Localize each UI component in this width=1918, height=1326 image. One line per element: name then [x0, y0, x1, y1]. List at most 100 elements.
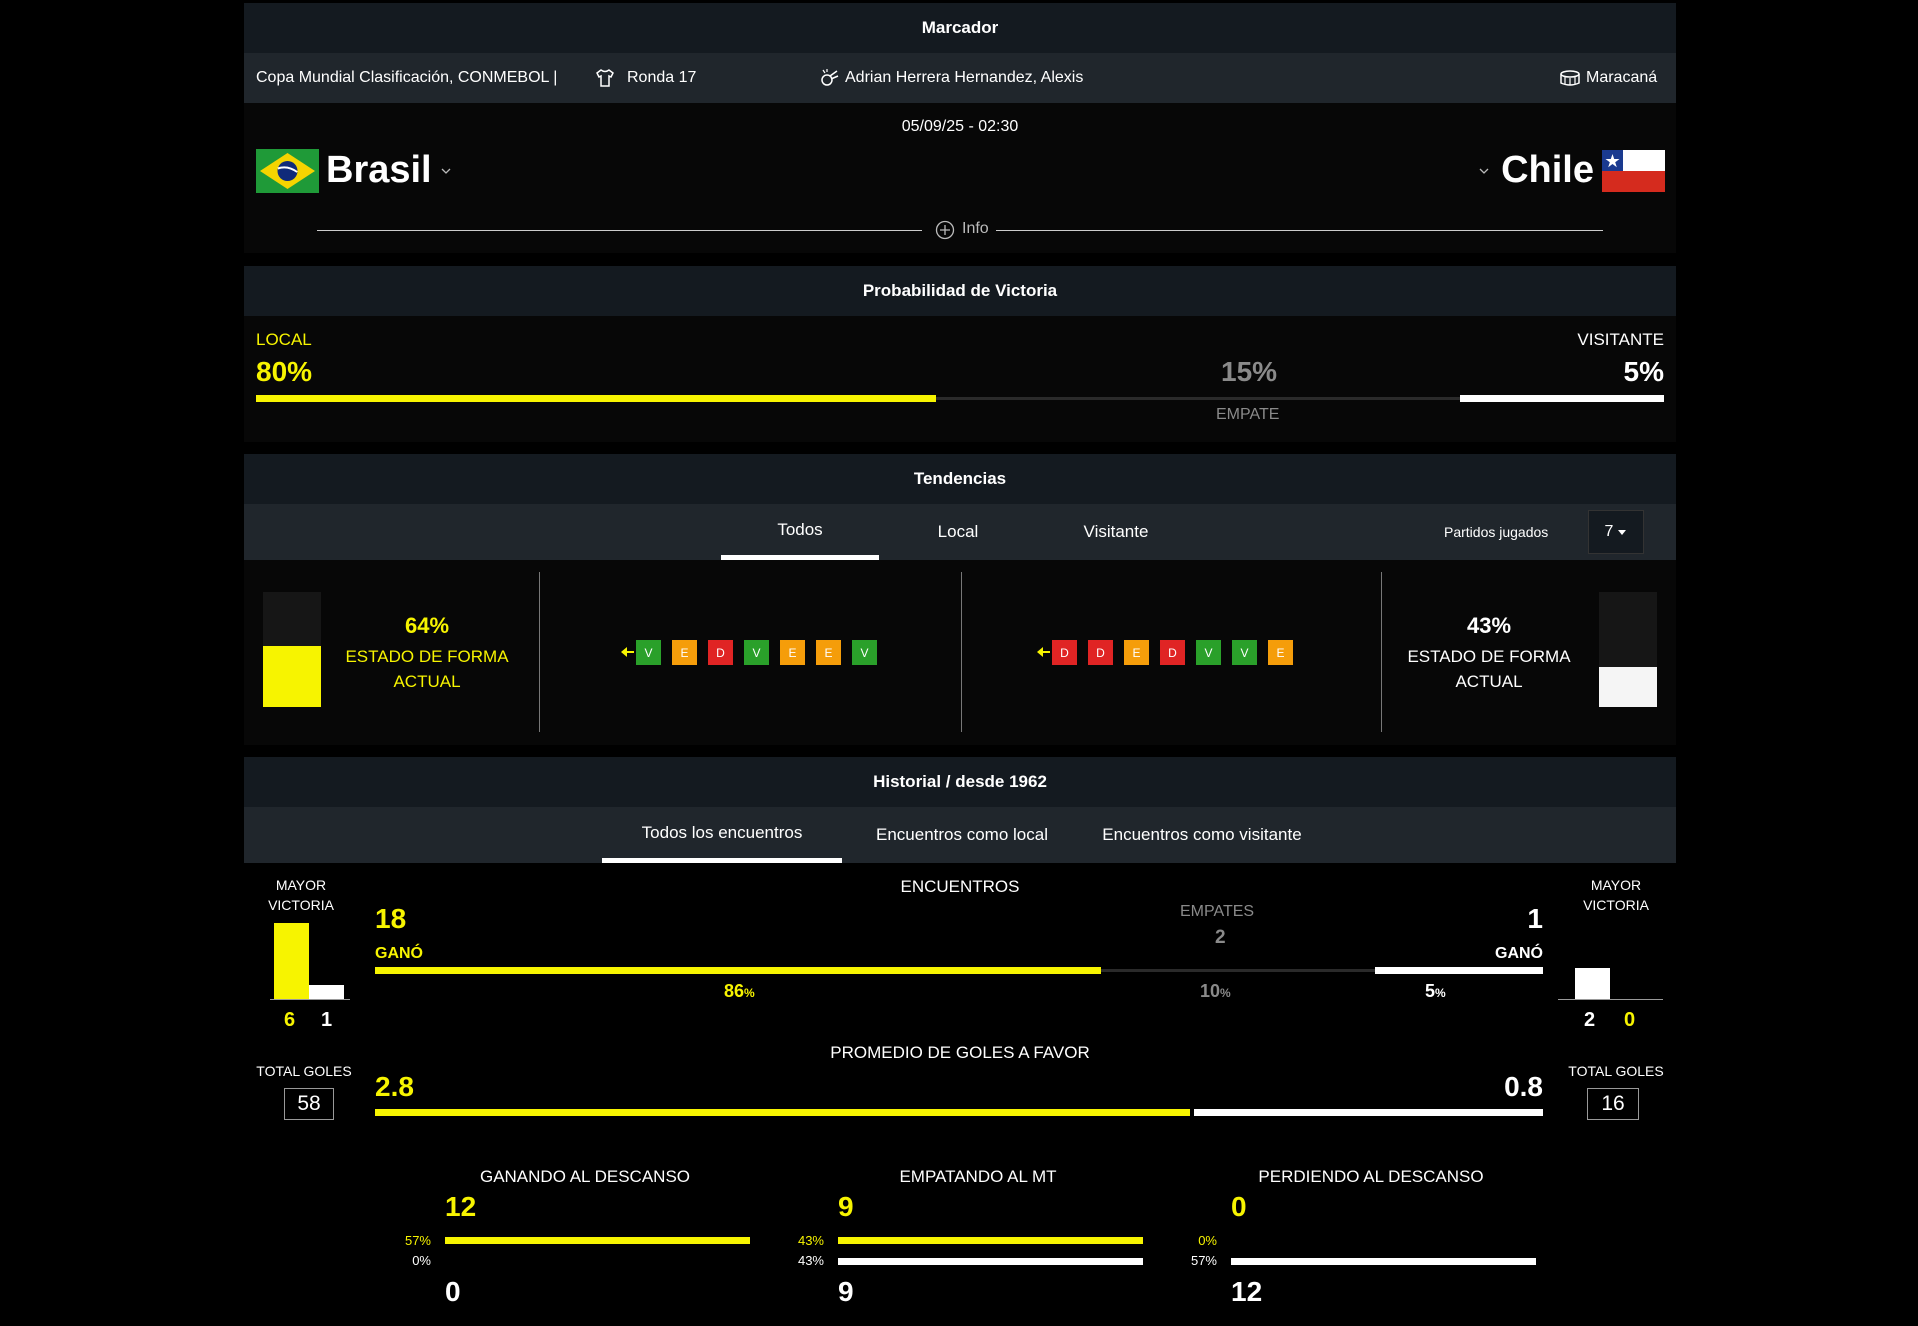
result-badge: E: [816, 640, 841, 665]
tab-visitante[interactable]: Visitante: [1083, 522, 1149, 541]
whistle-icon: [818, 67, 840, 94]
result-badge: E: [1124, 640, 1149, 665]
draw-label: EMPATE: [1216, 406, 1280, 423]
halftime-home-value: 9: [838, 1191, 854, 1222]
away-form-value: 43%: [1466, 613, 1512, 638]
home-mayor-bar-conceded: [309, 985, 344, 1000]
teams-panel: 05/09/25 - 02:30 Brasil Chile: [244, 103, 1676, 253]
stadium-icon: [1559, 67, 1581, 94]
result-badge: V: [636, 640, 661, 665]
tab-all-matches[interactable]: Todos los encuentros: [602, 807, 842, 863]
probability-title: Probabilidad de Victoria: [244, 266, 1676, 316]
result-badge: D: [1160, 640, 1185, 665]
away-mayor-goals: 2: [1584, 1009, 1596, 1031]
away-form-bar: [1599, 667, 1657, 707]
arrow-left-icon: [1036, 645, 1050, 664]
halftime-home-bar: [838, 1237, 1143, 1244]
home-team-name[interactable]: Brasil: [326, 149, 432, 191]
halftime-home-pct: 43%: [797, 1233, 824, 1248]
result-badge: D: [1052, 640, 1077, 665]
home-wins-bar: [375, 967, 1101, 974]
home-mayor-conceded: 1: [321, 1009, 333, 1031]
away-label: VISITANTE: [1577, 330, 1664, 349]
away-total-goals-label: TOTAL GOLES: [1568, 1063, 1664, 1079]
result-badge: V: [1196, 640, 1221, 665]
result-badge: V: [852, 640, 877, 665]
result-badge: D: [1088, 640, 1113, 665]
halftime-home-bar: [445, 1237, 750, 1244]
chile-flag-icon: [1602, 150, 1665, 197]
away-win-prob: 5%: [1623, 356, 1664, 387]
match-info-strip: Copa Mundial Clasificación, CONMEBOL | R…: [244, 53, 1676, 103]
result-badge: E: [672, 640, 697, 665]
arrow-left-icon: [620, 645, 634, 664]
chevron-down-icon[interactable]: [1478, 163, 1490, 181]
result-badge: D: [708, 640, 733, 665]
tab-home-matches[interactable]: Encuentros como local: [876, 825, 1048, 844]
history-tabs: Todos los encuentros Encuentros como loc…: [244, 807, 1676, 863]
tab-todos[interactable]: Todos: [721, 504, 879, 560]
away-prob-bar: [1460, 395, 1664, 402]
matches-played-value: 7: [1604, 523, 1614, 540]
halftime-home-value: 12: [445, 1191, 477, 1222]
info-link[interactable]: Info: [962, 220, 989, 237]
history-panel: MAYOR VICTORIA 6 1 ENCUENTROS 18 GANÓ EM…: [244, 863, 1676, 1326]
halftime-away-pct: 0%: [412, 1253, 431, 1268]
home-total-goals: 58: [284, 1088, 334, 1120]
round-label: Ronda 17: [627, 69, 697, 86]
home-won-label: GANÓ: [375, 945, 423, 962]
halftime-label: GANANDO AL DESCANSO: [479, 1167, 691, 1186]
brazil-flag-icon: [256, 149, 319, 198]
home-avg-bar: [375, 1109, 1190, 1116]
away-won-label: GANÓ: [1495, 945, 1543, 962]
home-label: LOCAL: [256, 330, 312, 349]
divider-line: [1381, 572, 1382, 732]
plus-circle-icon[interactable]: [935, 220, 955, 245]
home-mayor-bar-goals: [274, 923, 309, 1000]
matches-played-select[interactable]: 7: [1588, 510, 1644, 554]
home-form-bar: [263, 646, 321, 707]
empates-label: EMPATES: [1180, 903, 1255, 920]
result-badge: E: [780, 640, 805, 665]
home-win-prob: 80%: [256, 356, 313, 387]
halftime-away-bar: [838, 1258, 1143, 1265]
home-avg-goals: 2.8: [375, 1071, 414, 1102]
tab-local[interactable]: Local: [937, 522, 979, 541]
divider-line: [961, 572, 962, 732]
halftime-away-bar: [1231, 1258, 1536, 1265]
trends-title: Tendencias: [244, 454, 1676, 504]
draws-pct: 10%: [1200, 981, 1231, 1001]
halftime-away-value: 9: [838, 1276, 854, 1307]
home-wins: 18: [375, 903, 407, 934]
probability-track: [256, 397, 1664, 400]
promedio-label: PROMEDIO DE GOLES A FAVOR: [830, 1043, 1090, 1062]
history-title: Historial / desde 1962: [244, 757, 1676, 807]
away-wins-bar: [1375, 967, 1543, 974]
halftime-away-value: 12: [1231, 1276, 1263, 1307]
trends-tabs: Todos Local Visitante Partidos jugados 7: [244, 504, 1676, 560]
halftime-label: PERDIENDO AL DESCANSO: [1258, 1167, 1484, 1186]
probability-panel: LOCAL 80% 15% EMPATE VISITANTE 5%: [244, 316, 1676, 442]
home-prob-bar: [256, 395, 936, 402]
halftime-away-pct: 43%: [797, 1253, 824, 1268]
away-total-goals: 16: [1587, 1088, 1639, 1120]
result-badge: V: [1232, 640, 1257, 665]
draws-count: 2: [1215, 927, 1226, 948]
away-avg-bar: [1194, 1109, 1543, 1116]
away-mayor-bar-goals: [1575, 968, 1610, 1000]
away-mayor-victoria-label: MAYOR VICTORIA: [1583, 877, 1649, 913]
baseline: [270, 999, 350, 1000]
home-mayor-goals: 6: [284, 1009, 296, 1031]
marcador-title: Marcador: [244, 3, 1676, 53]
encuentros-label: ENCUENTROS: [900, 877, 1020, 896]
baseline: [1558, 999, 1663, 1000]
tab-away-matches[interactable]: Encuentros como visitante: [1102, 825, 1302, 844]
away-team-name[interactable]: Chile: [1501, 149, 1594, 191]
caret-down-icon: [1617, 523, 1627, 541]
halftime-home-pct: 57%: [404, 1233, 431, 1248]
home-total-goals-label: TOTAL GOLES: [256, 1063, 352, 1079]
result-badge: V: [744, 640, 769, 665]
chevron-down-icon[interactable]: [440, 163, 452, 181]
home-mayor-victoria-label: MAYOR VICTORIA: [268, 877, 334, 913]
